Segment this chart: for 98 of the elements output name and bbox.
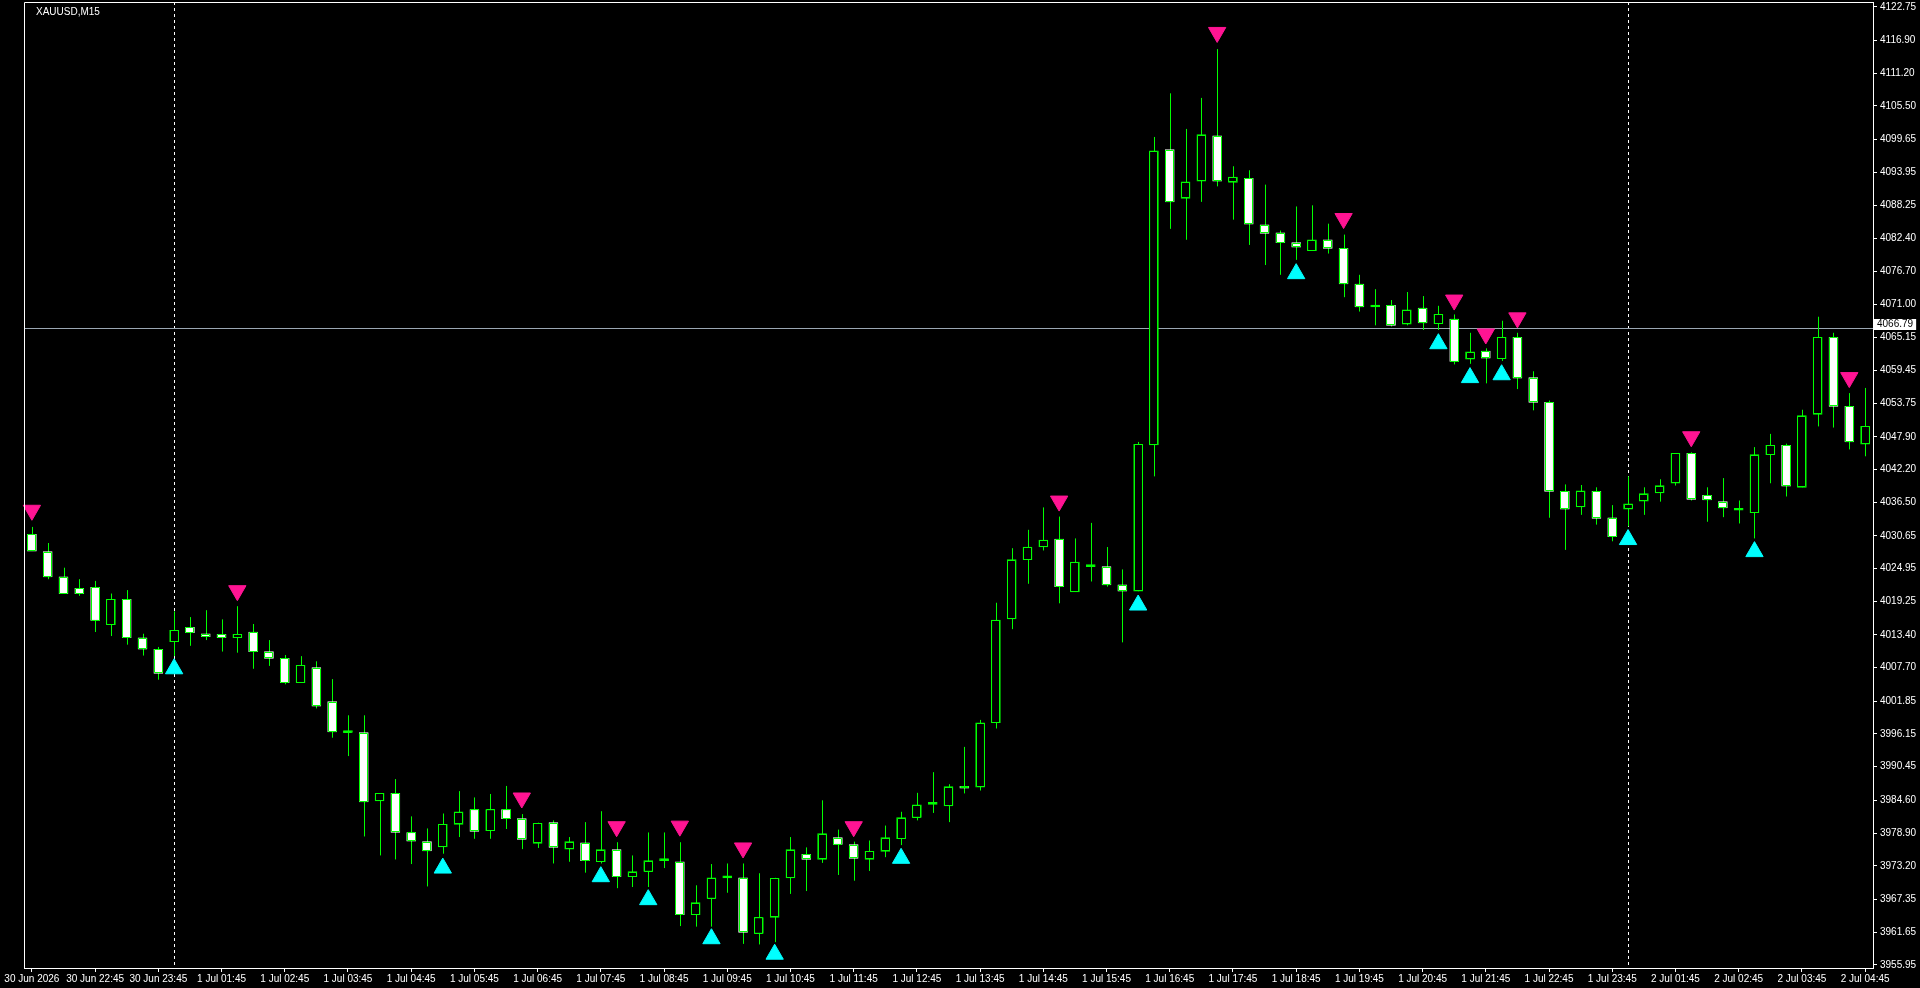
y-tick-label: 4099.65	[1880, 133, 1917, 145]
y-tick-label: 3955.95	[1880, 958, 1917, 970]
y-tick-label: 4093.95	[1880, 166, 1917, 178]
x-tick-label: 2 Jul 03:45	[1777, 972, 1827, 984]
candlestick	[1038, 506, 1049, 551]
candlestick	[153, 646, 164, 681]
x-tick-label: 1 Jul 02:45	[260, 972, 310, 984]
y-tick-label: 3990.45	[1880, 760, 1917, 772]
candlestick	[1528, 370, 1539, 411]
candlestick	[501, 785, 511, 830]
x-tick-label: 1 Jul 23:45	[1587, 972, 1638, 984]
x-tick-label: 1 Jul 03:45	[323, 972, 373, 984]
candlestick	[532, 822, 543, 849]
y-tick-label: 4071.00	[1880, 297, 1917, 309]
y-tick-label: 4053.75	[1880, 396, 1917, 408]
x-tick-label: 1 Jul 05:45	[449, 972, 500, 984]
candlestick	[1180, 128, 1191, 241]
y-tick-label: 4116.90	[1880, 34, 1916, 46]
x-tick-label: 1 Jul 21:45	[1461, 972, 1511, 984]
y-tick-label: 4042.20	[1880, 463, 1917, 475]
x-tick-label: 1 Jul 22:45	[1524, 972, 1574, 984]
y-tick-label: 3961.65	[1880, 925, 1917, 937]
y-tick-label: 4082.40	[1880, 232, 1917, 244]
x-tick-label: 2 Jul 04:45	[1840, 972, 1890, 984]
candlestick	[848, 841, 859, 882]
y-tick-label: 3967.35	[1880, 893, 1917, 905]
candlestick	[185, 616, 195, 647]
x-tick-label: 1 Jul 18:45	[1271, 972, 1322, 984]
y-tick-label: 4059.45	[1880, 364, 1917, 376]
x-tick-label: 1 Jul 01:45	[197, 972, 247, 984]
x-tick-label: 1 Jul 13:45	[955, 972, 1005, 984]
candlestick	[42, 542, 53, 580]
y-tick-label: 4088.25	[1880, 198, 1917, 210]
x-tick-label: 30 Jun 23:45	[129, 972, 188, 984]
y-tick-label: 4065.15	[1880, 331, 1917, 343]
x-tick-label: 1 Jul 20:45	[1398, 972, 1448, 984]
x-tick-label: 1 Jul 14:45	[1018, 972, 1069, 984]
candlestick	[1417, 295, 1428, 331]
x-tick-label: 2 Jul 01:45	[1650, 972, 1701, 984]
x-tick-label: 30 Jun 2026	[4, 972, 60, 984]
candlestick	[58, 567, 69, 595]
x-tick-label: 1 Jul 06:45	[513, 972, 563, 984]
candlestick	[1733, 500, 1744, 524]
y-tick-label: 3978.90	[1880, 826, 1917, 838]
candlestick	[754, 872, 764, 945]
x-tick-label: 1 Jul 07:45	[576, 972, 626, 984]
candlestick	[248, 623, 258, 670]
x-tick-label: 1 Jul 11:45	[829, 972, 879, 984]
candlestick	[564, 836, 575, 863]
candlestick	[801, 846, 812, 892]
candlestick	[1117, 568, 1128, 643]
y-tick-label: 3996.15	[1880, 727, 1917, 739]
x-tick-label: 2 Jul 02:45	[1714, 972, 1764, 984]
candlestick	[1354, 274, 1365, 313]
x-tick-label: 1 Jul 12:45	[892, 972, 942, 984]
y-tick-label: 3973.20	[1880, 859, 1917, 871]
chart-title: XAUUSD,M15	[36, 5, 101, 17]
y-tick-label: 4030.65	[1880, 529, 1917, 541]
x-tick-label: 1 Jul 16:45	[1145, 972, 1195, 984]
candlestick	[548, 819, 559, 864]
x-tick-label: 1 Jul 08:45	[639, 972, 689, 984]
candlestick	[437, 813, 448, 855]
x-tick-label: 1 Jul 15:45	[1082, 972, 1132, 984]
candlestick	[1496, 320, 1507, 362]
y-tick-label: 4013.40	[1880, 628, 1917, 640]
y-tick-label: 4036.50	[1880, 495, 1917, 507]
candlestick	[1575, 484, 1586, 516]
candlestick	[106, 593, 116, 637]
y-tick-label: 4001.85	[1880, 694, 1917, 706]
y-tick-label: 3984.60	[1880, 794, 1917, 806]
ref-line-label: 4066.79	[1877, 318, 1914, 330]
y-tick-label: 4122.75	[1880, 0, 1917, 12]
candlestick	[943, 783, 954, 823]
candlestick	[960, 746, 969, 794]
candlestick	[485, 793, 496, 840]
candlestick	[27, 526, 37, 552]
x-tick-label: 1 Jul 17:45	[1208, 972, 1258, 984]
candlestick	[295, 655, 306, 684]
candlestick	[1654, 478, 1665, 503]
x-tick-label: 30 Jun 22:45	[66, 972, 125, 984]
candlestick	[137, 633, 148, 657]
y-tick-label: 4019.25	[1880, 595, 1917, 607]
x-tick-label: 1 Jul 09:45	[702, 972, 753, 984]
y-tick-label: 4047.90	[1880, 430, 1917, 442]
y-tick-label: 4105.50	[1880, 99, 1917, 111]
candlestick	[722, 862, 733, 894]
y-tick-label: 4076.70	[1880, 265, 1917, 277]
x-tick-label: 1 Jul 19:45	[1334, 972, 1385, 984]
candlestick	[1322, 223, 1333, 255]
y-tick-label: 4007.70	[1880, 661, 1917, 673]
candlestick	[279, 654, 290, 685]
x-tick-label: 1 Jul 10:45	[766, 972, 816, 984]
y-tick-label: 4024.95	[1880, 562, 1917, 574]
y-tick-label: 4111.20	[1880, 66, 1916, 78]
candlestick	[706, 863, 717, 928]
candlestick	[1101, 546, 1112, 588]
x-tick-label: 1 Jul 04:45	[386, 972, 437, 984]
candlestick	[1259, 184, 1270, 266]
